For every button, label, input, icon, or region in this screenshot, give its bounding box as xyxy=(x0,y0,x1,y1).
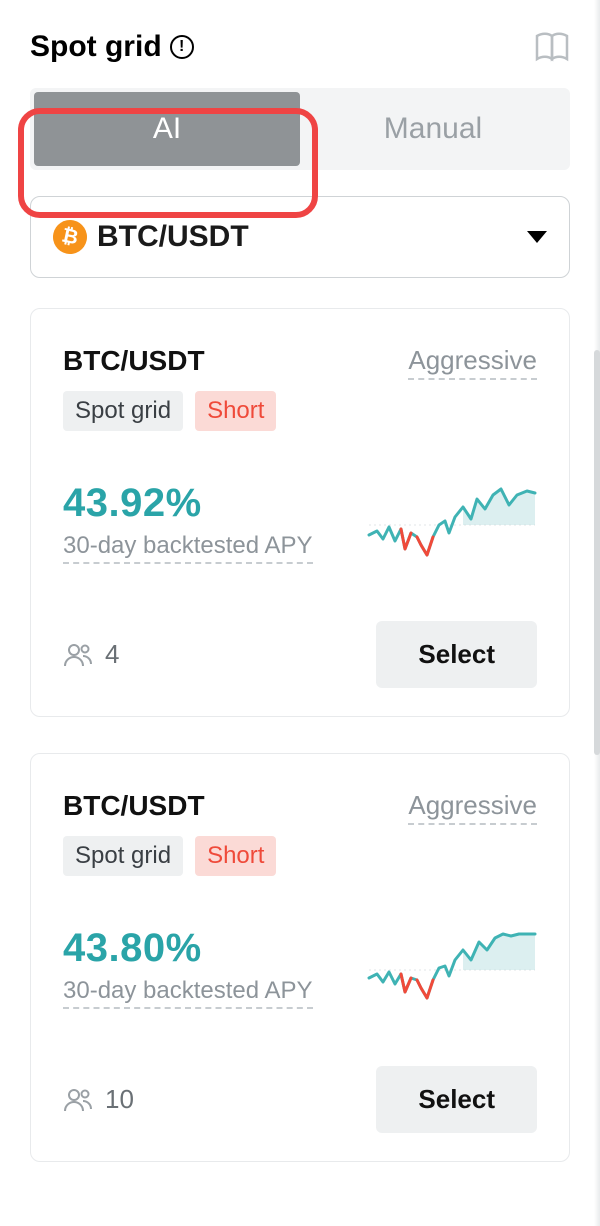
apy-label[interactable]: 30-day backtested APY xyxy=(63,532,313,564)
apy-block: 43.80% 30-day backtested APY xyxy=(63,926,313,1009)
apy-value: 43.92% xyxy=(63,481,313,526)
guide-icon[interactable] xyxy=(534,31,570,63)
apy-value: 43.80% xyxy=(63,926,313,971)
select-button[interactable]: Select xyxy=(376,621,537,688)
apy-label[interactable]: 30-day backtested APY xyxy=(63,977,313,1009)
card-pair: BTC/USDT xyxy=(63,790,276,822)
header-left: Spot grid ! xyxy=(30,30,194,64)
scrollbar[interactable] xyxy=(594,0,600,1226)
users-count: 4 xyxy=(63,639,119,670)
bitcoin-icon: ₿ xyxy=(50,217,90,257)
info-icon[interactable]: ! xyxy=(170,35,194,59)
users-count-value: 4 xyxy=(105,639,119,670)
pair-dropdown-label: BTC/USDT xyxy=(97,220,249,254)
users-icon xyxy=(63,1087,93,1113)
users-count-value: 10 xyxy=(105,1084,134,1115)
pair-dropdown[interactable]: ₿ BTC/USDT xyxy=(30,196,570,278)
strategy-card: BTC/USDT Spot grid Short Aggressive 43.8… xyxy=(30,753,570,1162)
badge-strategy-type: Spot grid xyxy=(63,391,183,431)
strategy-card: BTC/USDT Spot grid Short Aggressive 43.9… xyxy=(30,308,570,717)
chevron-down-icon xyxy=(527,231,547,243)
select-button[interactable]: Select xyxy=(376,1066,537,1133)
sparkline-chart xyxy=(367,477,537,567)
badge-side: Short xyxy=(195,836,276,876)
card-header: BTC/USDT Spot grid Short Aggressive xyxy=(63,790,537,876)
risk-level[interactable]: Aggressive xyxy=(408,790,537,825)
apy-block: 43.92% 30-day backtested APY xyxy=(63,481,313,564)
spark-line-red xyxy=(401,529,433,555)
tab-manual[interactable]: Manual xyxy=(300,92,566,166)
card-header-left: BTC/USDT Spot grid Short xyxy=(63,345,276,431)
card-pair: BTC/USDT xyxy=(63,345,276,377)
spark-line-red xyxy=(401,974,433,998)
pair-dropdown-left: ₿ BTC/USDT xyxy=(53,220,249,254)
badge-strategy-type: Spot grid xyxy=(63,836,183,876)
page-title: Spot grid xyxy=(30,30,162,64)
risk-level[interactable]: Aggressive xyxy=(408,345,537,380)
card-footer: 4 Select xyxy=(63,621,537,688)
sparkline-chart xyxy=(367,922,537,1012)
card-footer: 10 Select xyxy=(63,1066,537,1133)
card-badges: Spot grid Short xyxy=(63,836,276,876)
card-badges: Spot grid Short xyxy=(63,391,276,431)
card-mid: 43.80% 30-day backtested APY xyxy=(63,922,537,1012)
mode-tabs: AI Manual xyxy=(30,88,570,170)
header: Spot grid ! xyxy=(30,30,570,64)
card-header-left: BTC/USDT Spot grid Short xyxy=(63,790,276,876)
users-count: 10 xyxy=(63,1084,134,1115)
card-mid: 43.92% 30-day backtested APY xyxy=(63,477,537,567)
card-header: BTC/USDT Spot grid Short Aggressive xyxy=(63,345,537,431)
tab-ai[interactable]: AI xyxy=(34,92,300,166)
badge-side: Short xyxy=(195,391,276,431)
users-icon xyxy=(63,642,93,668)
